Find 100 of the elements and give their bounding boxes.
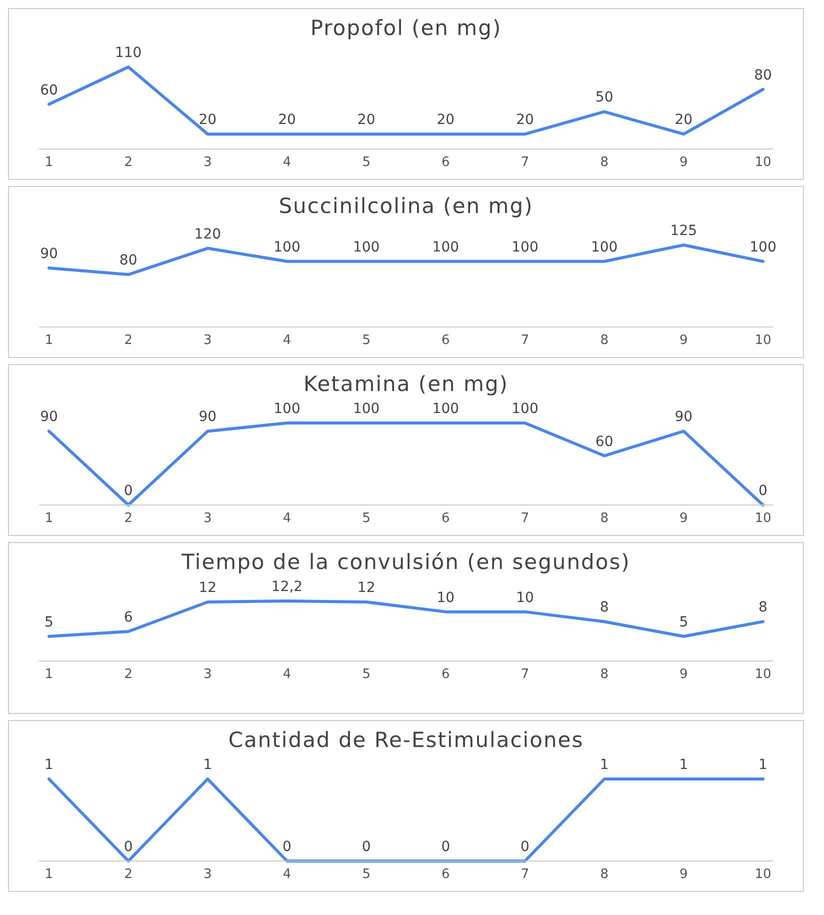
x-tick-label: 4 [282, 867, 292, 882]
x-tick-label: 3 [204, 333, 212, 348]
x-tick-label: 8 [600, 333, 608, 348]
x-tick-label: 10 [754, 667, 772, 682]
x-tick-label: 10 [754, 511, 772, 526]
data-label: 0 [124, 839, 133, 855]
x-tick-label: 1 [44, 667, 54, 682]
data-label: 1 [758, 757, 768, 773]
x-tick-label: 10 [754, 155, 772, 170]
x-tick-label: 4 [282, 155, 292, 170]
x-tick-label: 4 [282, 667, 292, 682]
x-tick-label: 2 [124, 867, 132, 882]
x-tick-label: 5 [362, 667, 370, 682]
data-label: 20 [516, 112, 534, 128]
data-label: 90 [674, 409, 693, 426]
data-label: 6 [124, 609, 133, 626]
data-label: 50 [595, 90, 614, 106]
x-tick-label: 1 [44, 333, 54, 348]
data-label: 125 [670, 223, 698, 239]
data-label: 12,2 [271, 579, 303, 595]
x-tick-label: 7 [520, 867, 530, 882]
x-tick-label: 9 [680, 155, 688, 170]
chart-title: Propofol (en mg) [309, 16, 503, 40]
data-label: 0 [362, 839, 371, 855]
data-label: 90 [40, 409, 58, 426]
x-tick-label: 10 [754, 333, 772, 348]
data-label: 0 [124, 483, 133, 499]
data-label: 20 [198, 112, 217, 128]
data-label: 8 [600, 600, 609, 616]
x-tick-label: 3 [204, 867, 212, 882]
x-tick-label: 9 [680, 867, 688, 882]
x-tick-label: 1 [44, 155, 54, 170]
data-label: 60 [595, 434, 614, 450]
data-label: 100 [432, 239, 460, 256]
data-label: 5 [44, 614, 54, 630]
data-label: 0 [282, 839, 292, 855]
data-label: 100 [352, 239, 380, 256]
data-label: 12 [357, 580, 376, 596]
x-tick-label: 7 [520, 667, 530, 682]
data-label: 20 [436, 112, 455, 128]
data-label: 5 [679, 614, 688, 630]
data-label: 10 [436, 590, 455, 606]
x-tick-label: 8 [600, 155, 608, 170]
x-tick-label: 6 [442, 511, 450, 526]
data-label: 10 [516, 590, 534, 606]
data-label: 90 [198, 409, 217, 426]
data-label: 0 [520, 839, 530, 855]
x-tick-label: 10 [754, 867, 772, 882]
x-tick-label: 4 [282, 333, 292, 348]
x-tick-label: 4 [282, 511, 292, 526]
chart-title: Ketamina (en mg) [302, 372, 510, 396]
chart-title: Tiempo de la convulsión (en segundos) [180, 550, 632, 574]
x-tick-label: 5 [362, 155, 370, 170]
data-label: 110 [114, 45, 142, 61]
x-tick-label: 9 [680, 511, 688, 526]
x-tick-label: 2 [124, 667, 132, 682]
x-tick-label: 7 [520, 155, 530, 170]
data-label: 1 [600, 757, 609, 773]
x-tick-label: 7 [520, 333, 530, 348]
data-label: 100 [750, 239, 776, 256]
data-label: 80 [119, 252, 138, 269]
x-tick-label: 6 [442, 867, 450, 882]
x-tick-label: 5 [362, 867, 370, 882]
data-label: 100 [512, 239, 538, 256]
data-label: 90 [40, 246, 58, 262]
x-tick-label: 5 [362, 333, 370, 348]
data-label: 20 [278, 112, 296, 128]
data-label: 20 [357, 112, 376, 128]
x-tick-label: 3 [204, 511, 212, 526]
x-tick-label: 2 [124, 155, 132, 170]
data-label: 120 [194, 226, 222, 242]
data-label: 100 [512, 401, 538, 417]
x-tick-label: 7 [520, 511, 530, 526]
x-tick-label: 6 [442, 155, 450, 170]
data-label: 1 [203, 757, 212, 773]
x-tick-label: 1 [44, 511, 54, 526]
x-tick-label: 3 [204, 667, 212, 682]
data-label: 12 [198, 580, 217, 596]
data-label: 1 [44, 757, 54, 773]
data-label: 0 [441, 839, 450, 855]
x-tick-label: 6 [442, 667, 450, 682]
x-tick-label: 8 [600, 867, 608, 882]
x-tick-label: 8 [600, 511, 608, 526]
data-label: 60 [40, 82, 58, 98]
data-label: 100 [274, 401, 300, 417]
data-label: 0 [758, 483, 768, 499]
x-tick-label: 5 [362, 511, 370, 526]
data-label: 1 [679, 757, 688, 773]
x-tick-label: 9 [680, 333, 688, 348]
x-tick-label: 2 [124, 333, 132, 348]
x-tick-label: 1 [44, 867, 54, 882]
data-label: 100 [352, 401, 380, 417]
x-tick-label: 2 [124, 511, 132, 526]
data-label: 8 [758, 600, 768, 616]
chart-title: Succinilcolina (en mg) [278, 194, 534, 218]
x-tick-label: 8 [600, 667, 608, 682]
data-label: 100 [274, 239, 300, 256]
chart-title: Cantidad de Re-Estimulaciones [227, 728, 585, 752]
data-label: 100 [590, 239, 618, 256]
x-tick-label: 9 [680, 667, 688, 682]
